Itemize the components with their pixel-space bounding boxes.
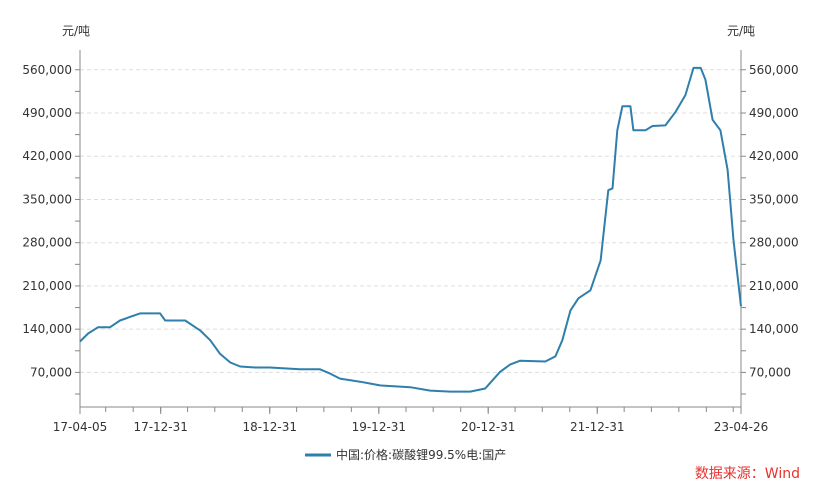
y-tick-label-right: 210,000 xyxy=(749,279,799,293)
y-ticks-left: 70,000 140,000 210,000 280,000 350,000 420,00… xyxy=(22,63,72,380)
y-tick-label-left: 70,000 xyxy=(30,365,72,379)
y-tick-label-left: 350,000 xyxy=(22,192,72,206)
legend[interactable]: 中国:价格:碳酸锂99.5%电:国产 xyxy=(305,447,506,462)
y-ticks-right: 70,000 140,000 210,000 280,000 350,000 420,00… xyxy=(749,63,799,380)
x-tick-label: 17-12-31 xyxy=(133,420,187,434)
y-tick-label-left: 560,000 xyxy=(22,63,72,77)
x-tick-label: 18-12-31 xyxy=(243,420,297,434)
gridlines xyxy=(80,69,741,373)
x-tick-label: 20-12-31 xyxy=(461,420,515,434)
y-tick-label-left: 210,000 xyxy=(22,279,72,293)
y-tick-label-right: 350,000 xyxy=(749,192,799,206)
y-tick-label-right: 490,000 xyxy=(749,106,799,120)
y-tick-label-right: 560,000 xyxy=(749,63,799,77)
y-tick-label-right: 140,000 xyxy=(749,322,799,336)
source-note: 数据来源：Wind xyxy=(695,466,800,482)
y-axis-unit-right: 元/吨 xyxy=(727,24,755,38)
axes xyxy=(75,50,746,414)
x-tick-label: 23-04-26 xyxy=(714,420,768,434)
y-tick-label-right: 70,000 xyxy=(749,365,791,379)
x-ticks: 17-04-05 17-12-31 18-12-31 19-12-31 20-12-31… xyxy=(53,420,768,434)
x-tick-label: 19-12-31 xyxy=(352,420,406,434)
y-tick-label-left: 280,000 xyxy=(22,236,72,250)
series-line xyxy=(79,66,742,393)
y-tick-label-right: 280,000 xyxy=(749,236,799,250)
x-tick-label: 21-12-31 xyxy=(570,420,624,434)
y-tick-label-left: 490,000 xyxy=(22,106,72,120)
y-tick-label-left: 140,000 xyxy=(22,322,72,336)
legend-label: 中国:价格:碳酸锂99.5%电:国产 xyxy=(336,447,506,462)
y-tick-label-right: 420,000 xyxy=(749,149,799,163)
x-tick-label: 17-04-05 xyxy=(53,420,107,434)
y-tick-label-left: 420,000 xyxy=(22,149,72,163)
y-axis-unit-left: 元/吨 xyxy=(62,24,90,38)
